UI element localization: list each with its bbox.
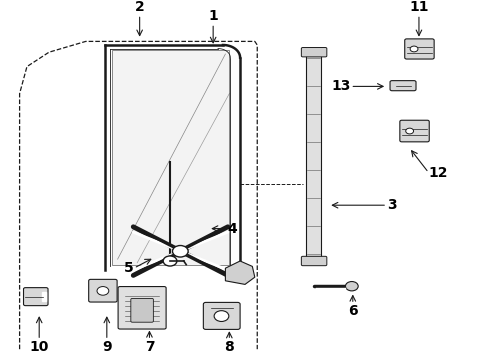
FancyBboxPatch shape — [390, 81, 416, 91]
Text: 11: 11 — [409, 0, 429, 14]
FancyBboxPatch shape — [203, 302, 240, 329]
Polygon shape — [112, 50, 229, 265]
Text: 9: 9 — [102, 340, 112, 354]
FancyBboxPatch shape — [24, 288, 48, 306]
Text: 10: 10 — [29, 340, 49, 354]
FancyBboxPatch shape — [405, 39, 434, 59]
FancyBboxPatch shape — [118, 287, 166, 329]
Text: 1: 1 — [208, 9, 218, 23]
FancyBboxPatch shape — [306, 50, 321, 259]
Text: 3: 3 — [387, 198, 397, 212]
Circle shape — [406, 128, 414, 134]
Circle shape — [163, 256, 177, 266]
Circle shape — [97, 287, 109, 295]
FancyBboxPatch shape — [131, 298, 153, 322]
Text: 5: 5 — [124, 261, 134, 275]
Polygon shape — [225, 261, 255, 284]
Circle shape — [214, 311, 229, 321]
Polygon shape — [42, 292, 46, 301]
Text: 4: 4 — [228, 222, 238, 235]
FancyBboxPatch shape — [89, 279, 117, 302]
Circle shape — [172, 246, 188, 257]
Text: 6: 6 — [348, 304, 358, 318]
Text: 2: 2 — [135, 0, 145, 14]
FancyBboxPatch shape — [301, 256, 327, 266]
Text: 7: 7 — [145, 340, 154, 354]
FancyBboxPatch shape — [400, 120, 429, 142]
Text: 13: 13 — [331, 80, 350, 93]
Circle shape — [345, 282, 358, 291]
FancyBboxPatch shape — [301, 48, 327, 57]
Text: 8: 8 — [224, 340, 234, 354]
Text: 12: 12 — [429, 166, 448, 180]
Circle shape — [410, 46, 418, 52]
